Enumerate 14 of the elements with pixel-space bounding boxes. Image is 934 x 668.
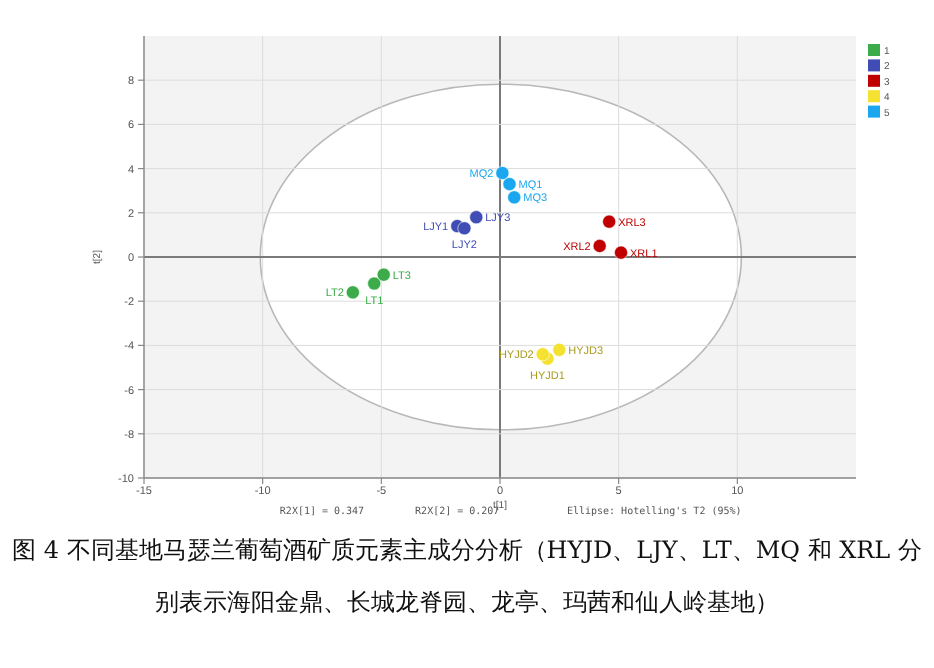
point xyxy=(376,267,391,282)
point xyxy=(507,190,522,205)
point xyxy=(495,166,510,180)
point xyxy=(502,177,517,191)
point xyxy=(552,342,567,357)
point xyxy=(602,214,617,229)
caption: 图 4 不同基地马瑟兰葡萄酒矿质元素主成分分析（HYJD、LJY、LT、MQ 和 XRL 分别表示海阳金鼎、长城龙脊园、龙亭、玛茜和仙人岭基地） xyxy=(10,534,924,620)
point xyxy=(535,347,550,362)
point xyxy=(592,239,607,253)
point xyxy=(367,276,382,291)
point xyxy=(469,210,484,225)
point xyxy=(614,245,628,260)
point xyxy=(457,221,472,236)
point xyxy=(345,285,360,300)
